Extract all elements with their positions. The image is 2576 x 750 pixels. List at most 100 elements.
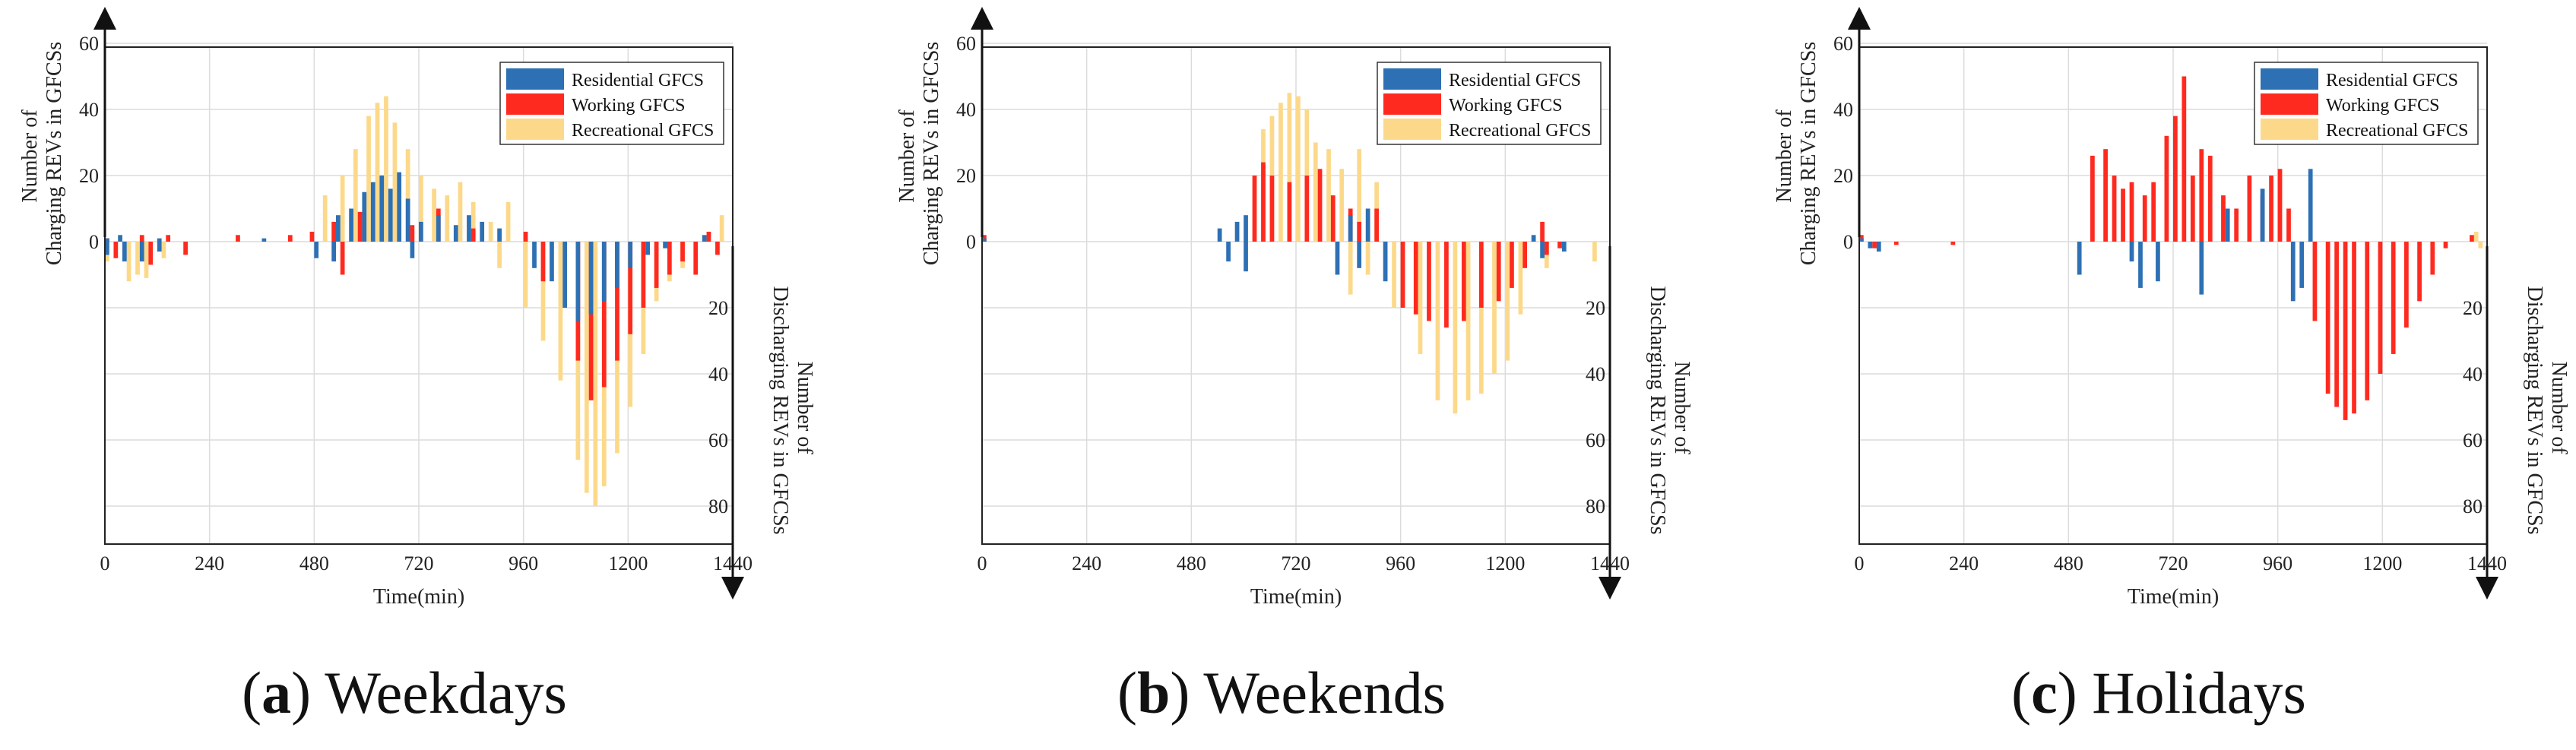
bar-discharging-working xyxy=(667,242,672,275)
bar-charging-working xyxy=(2151,182,2156,242)
bar-charging-working xyxy=(2207,155,2213,242)
bar-charging-recreational xyxy=(375,103,380,242)
bar-discharging-recreational xyxy=(593,242,598,506)
bar-charging-residential xyxy=(349,208,353,242)
legend-swatch-residential xyxy=(2261,68,2318,90)
bar-discharging-recreational xyxy=(1478,242,1484,394)
bar-discharging-recreational xyxy=(1492,242,1497,374)
bar-charging-residential xyxy=(2260,188,2265,242)
bar-charging-recreational xyxy=(340,176,345,242)
y-axis-label-discharging-line2: Discharging REVs in GFCSs xyxy=(2523,286,2546,535)
bar-charging-recreational xyxy=(445,195,450,242)
y-tick-label-discharging: 80 xyxy=(2463,495,2483,517)
bar-discharging-residential xyxy=(2199,242,2204,295)
bar-discharging-recreational xyxy=(1505,242,1510,361)
bar-charging-residential xyxy=(118,235,122,242)
bar-charging-residential xyxy=(497,228,502,242)
y-axis-label-discharging: Number of Discharging REVs in GFCSs xyxy=(768,286,816,535)
legend-swatch-recreational xyxy=(2261,119,2318,140)
y-axis-label-charging-line2: Charging REVs in GFCSs xyxy=(920,42,943,265)
y-axis-label-charging-line2: Charging REVs in GFCSs xyxy=(1797,42,1820,265)
bar-discharging-residential xyxy=(1561,242,1567,252)
bar-discharging-working xyxy=(2404,242,2409,328)
bar-charging-recreational xyxy=(1278,103,1283,242)
bar-discharging-residential xyxy=(2129,242,2134,262)
bar-discharging-residential xyxy=(1540,242,1545,258)
bar-discharging-working xyxy=(2378,242,2383,374)
y-axis-label-charging: Number of Charging REVs in GFCSs xyxy=(895,42,943,265)
bar-charging-recreational xyxy=(366,116,371,242)
ticks: 0 240 480 720 960 1200 1440 0 20 40 60 20 40 60 80 xyxy=(956,33,1630,574)
bar-charging-recreational xyxy=(1339,169,1345,242)
bar-charging-residential xyxy=(362,191,367,242)
y-axis-label-charging-line2: Charging REVs in GFCSs xyxy=(43,42,66,265)
bar-charging-working xyxy=(523,231,528,242)
y-tick-label-discharging: 60 xyxy=(708,429,728,451)
bar-charging-working xyxy=(2173,116,2178,242)
y-axis-label-charging-line1: Number of xyxy=(895,109,919,203)
bar-discharging-working xyxy=(1427,242,1431,321)
bar-discharging-residential xyxy=(532,242,537,268)
bar-charging-working xyxy=(2234,208,2239,242)
bar-charging-working xyxy=(2182,76,2187,242)
bar-charging-working xyxy=(1304,176,1310,242)
bar-charging-residential xyxy=(467,215,471,242)
bar-discharging-working xyxy=(1544,242,1549,255)
bar-discharging-working xyxy=(2352,242,2356,414)
x-tick-label: 0 xyxy=(1855,552,1865,574)
bar-discharging-residential xyxy=(588,242,594,315)
bar-discharging-residential xyxy=(2290,242,2296,302)
chart-panel-c: 0 240 480 720 960 1200 1440 0 20 40 60 20 40 60 80 Tim… xyxy=(1773,7,2571,609)
bar-charging-recreational xyxy=(419,176,423,242)
bar-discharging-residential xyxy=(331,242,337,262)
bar-charging-recreational xyxy=(1357,149,1362,242)
bar-discharging-working xyxy=(2312,242,2318,321)
legend-label-recreational: Recreational GFCS xyxy=(572,121,714,141)
bar-discharging-working xyxy=(2334,242,2339,407)
bar-discharging-working xyxy=(1461,242,1466,321)
x-tick-label: 720 xyxy=(1282,552,1311,574)
x-tick-label: 1200 xyxy=(608,552,648,574)
bars xyxy=(982,93,1597,414)
x-tick-label: 480 xyxy=(299,552,329,574)
legend-label-recreational: Recreational GFCS xyxy=(2326,121,2468,141)
bar-charging-residential xyxy=(436,215,441,242)
bar-charging-residential xyxy=(405,198,410,242)
bar-charging-residential xyxy=(982,238,987,242)
bar-discharging-residential xyxy=(1335,242,1340,275)
bar-discharging-residential xyxy=(1244,242,1248,272)
bar-discharging-working xyxy=(2343,242,2348,420)
x-tick-label: 960 xyxy=(2263,552,2292,574)
bar-discharging-working xyxy=(1496,242,1501,302)
y-tick-label-charging: 40 xyxy=(1833,99,1853,121)
legend-swatch-residential xyxy=(1383,68,1441,90)
ticks: 0 240 480 720 960 1200 1440 0 20 40 60 20 40 60 80 xyxy=(79,33,753,574)
bar-charging-recreational xyxy=(1287,93,1292,242)
y-tick-label-charging: 0 xyxy=(1843,231,1853,253)
bar-discharging-working xyxy=(1444,242,1449,328)
y-axis-label-discharging-line2: Discharging REVs in GFCSs xyxy=(768,286,792,535)
bar-discharging-working xyxy=(2430,242,2435,275)
bar-discharging-recreational xyxy=(1348,242,1353,295)
bar-charging-residential xyxy=(1531,235,1536,242)
bar-charging-working xyxy=(2286,208,2291,242)
bar-discharging-recreational xyxy=(1365,242,1370,275)
caption-c-letter: c xyxy=(2031,660,2058,726)
bar-discharging-recreational xyxy=(497,242,502,268)
bar-charging-working xyxy=(1357,221,1362,242)
bar-charging-working xyxy=(1330,195,1336,242)
bar-discharging-residential xyxy=(157,242,162,252)
bar-charging-recreational xyxy=(353,149,358,242)
bar-discharging-residential xyxy=(1357,242,1362,268)
bar-charging-recreational xyxy=(471,201,476,242)
bar-discharging-working xyxy=(1872,242,1877,248)
bar-charging-working xyxy=(2190,176,2195,242)
bar-charging-residential xyxy=(419,221,423,242)
x-tick-label: 960 xyxy=(509,552,538,574)
bar-discharging-recreational xyxy=(1465,242,1471,400)
y-tick-label-charging: 60 xyxy=(79,33,99,55)
bar-discharging-working xyxy=(2417,242,2422,302)
bar-charging-working xyxy=(1261,162,1266,242)
bar-discharging-recreational xyxy=(2478,242,2483,248)
y-axis-label-discharging: Number of Discharging REVs in GFCSs xyxy=(2523,286,2571,535)
